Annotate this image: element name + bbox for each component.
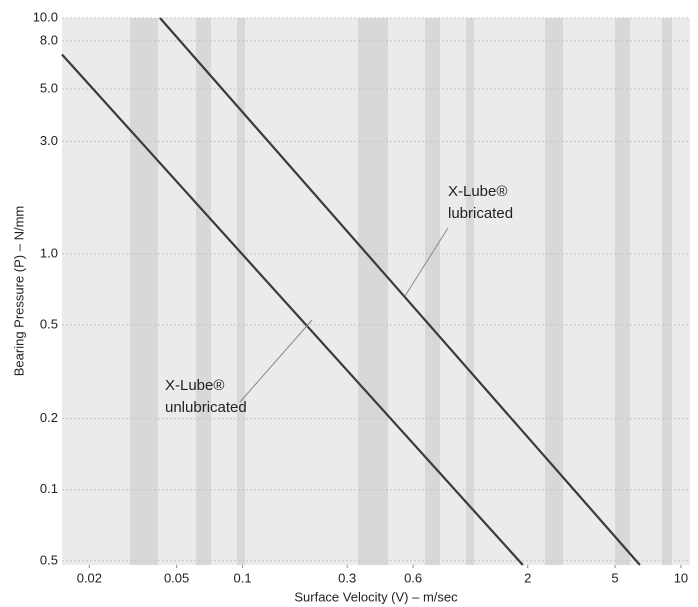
series-line [61, 53, 524, 566]
y-axis-label: Bearing Pressure (P) – N/mm [11, 206, 26, 377]
shaded-bands [130, 18, 672, 565]
annotation: X-Lube® [165, 377, 224, 394]
annotation: lubricated [448, 205, 513, 222]
y-tick-label: 0.2 [40, 410, 58, 425]
annotation: unlubricated [165, 399, 247, 416]
leader-line [239, 319, 313, 403]
x-tick-label: 10 [674, 570, 688, 585]
x-tick-label: 2 [524, 570, 531, 585]
y-tick-label: 8.0 [40, 32, 58, 47]
annotation: X-Lube® [448, 183, 507, 200]
y-tick-label: 0.1 [40, 481, 58, 496]
series-line [159, 17, 641, 566]
y-tick-label: 10.0 [33, 9, 58, 24]
y-tick-label: 0.5 [40, 552, 58, 567]
x-tick-label: 0.1 [234, 570, 252, 585]
x-tick-label: 0.02 [77, 570, 102, 585]
y-tick-label: 1.0 [40, 245, 58, 260]
leader-line [404, 227, 449, 297]
x-tick-label: 5 [611, 570, 618, 585]
y-tick-label: 0.5 [40, 316, 58, 331]
x-tick-label: 0.3 [338, 570, 356, 585]
x-axis-label: Surface Velocity (V) – m/sec [294, 589, 458, 604]
x-tick-label: 0.6 [404, 570, 422, 585]
x-tick-label: 0.05 [164, 570, 189, 585]
y-tick-label: 5.0 [40, 80, 58, 95]
y-tick-label: 3.0 [40, 133, 58, 148]
